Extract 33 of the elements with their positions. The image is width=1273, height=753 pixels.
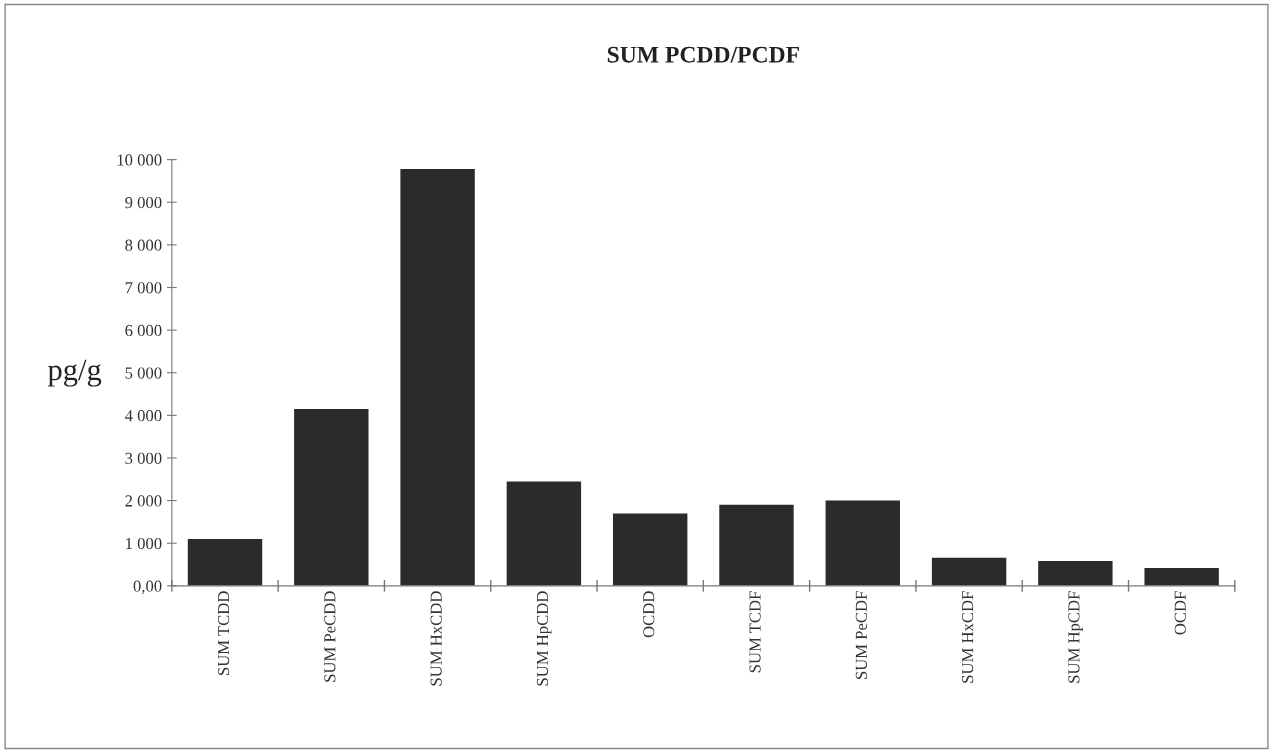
x-tick-label: SUM HpCDF xyxy=(1068,591,1083,683)
y-tick-label: 1 000 xyxy=(126,537,162,550)
bar xyxy=(1038,561,1113,586)
y-tick-label: 8 000 xyxy=(125,239,162,251)
y-tick-label: 2 000 xyxy=(125,495,162,507)
y-axis-title: pg/g xyxy=(47,359,102,387)
y-tick-label: 7 000 xyxy=(125,282,162,294)
bar xyxy=(294,408,369,586)
x-tick-label: SUM TCDD xyxy=(217,591,230,675)
bar xyxy=(1144,567,1219,586)
x-tick-label: SUM PeCDF xyxy=(855,591,867,679)
x-tick-label: SUM HxCDF xyxy=(962,591,974,683)
bar xyxy=(825,500,900,586)
y-tick-label: 4 000 xyxy=(124,410,162,422)
x-tick-label: OCDF xyxy=(1174,591,1186,635)
y-tick-label: 6 000 xyxy=(125,324,162,337)
bar xyxy=(719,504,794,586)
bar xyxy=(931,557,1007,586)
x-tick-label: SUM HpCDD xyxy=(536,591,552,686)
x-tick-label: SUM HxCDD xyxy=(430,591,442,686)
bar xyxy=(612,513,688,586)
y-tick-label: 3 000 xyxy=(125,452,162,464)
chart-title: SUM PCDD/PCDF xyxy=(607,46,799,63)
y-tick-label: 5 000 xyxy=(125,367,162,379)
bar xyxy=(400,169,475,586)
y-tick-label: 10 000 xyxy=(117,154,162,166)
x-tick-label: SUM TCDF xyxy=(749,591,761,673)
y-tick-label: 9 000 xyxy=(125,196,162,209)
bar xyxy=(187,538,263,586)
y-tick-label: 0,00 xyxy=(133,580,162,595)
x-tick-label: OCDD xyxy=(643,591,655,638)
x-tick-label: SUM PeCDD xyxy=(324,591,336,682)
bar xyxy=(506,481,582,586)
